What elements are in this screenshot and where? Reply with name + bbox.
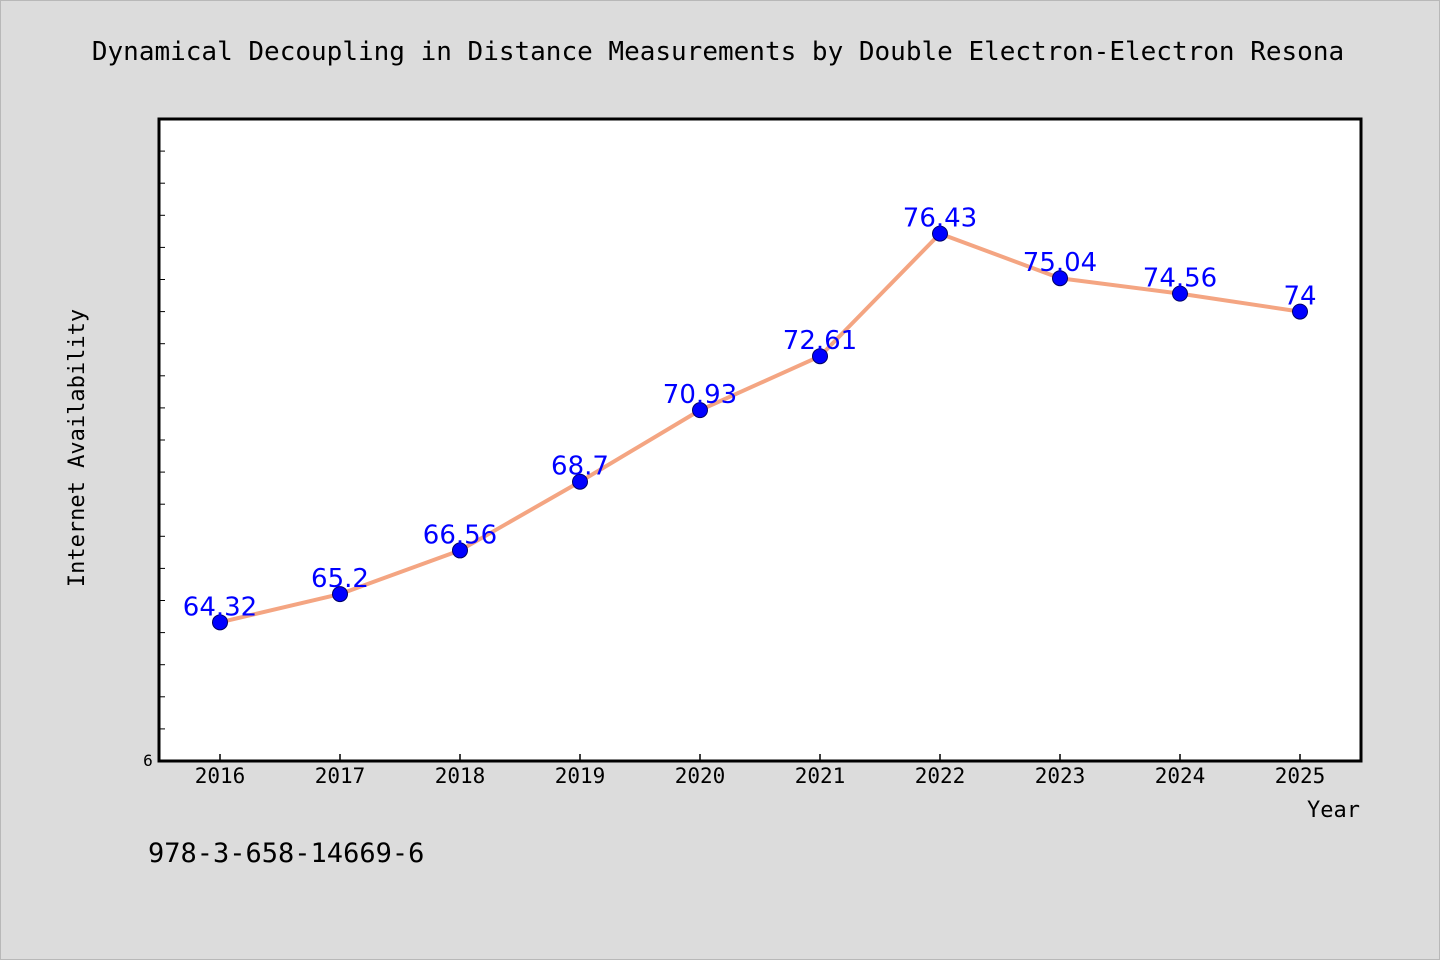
y-tick-label: 6	[143, 751, 153, 770]
data-label: 66.56	[423, 520, 497, 550]
x-tick-label: 2020	[675, 764, 726, 788]
data-label: 74	[1283, 282, 1316, 312]
data-label: 74.56	[1143, 264, 1217, 294]
data-point	[1172, 285, 1188, 302]
x-tick-label: 2025	[1275, 764, 1326, 788]
data-point	[1292, 303, 1308, 320]
x-axis-title: Year	[1307, 798, 1360, 823]
x-tick-label: 2016	[195, 764, 246, 788]
y-axis-ticks: 6	[143, 150, 165, 770]
chart-title: Dynamical Decoupling in Distance Measure…	[92, 37, 1344, 67]
data-label: 64.32	[183, 592, 257, 622]
isbn-footer: 978-3-658-14669-6	[148, 838, 424, 869]
data-label: 72.61	[783, 326, 857, 356]
x-tick-label: 2022	[915, 764, 966, 788]
data-point	[452, 542, 468, 559]
data-point	[692, 402, 708, 419]
x-tick-label: 2023	[1035, 764, 1086, 788]
data-point	[212, 614, 228, 631]
data-point	[932, 225, 948, 242]
data-label: 75.04	[1023, 248, 1097, 278]
series-line-group: 64.32 65.2 66.56 68.7 70.93 72.61 76.43 75.04 74…	[183, 204, 1317, 631]
series-line	[219, 231, 1301, 625]
y-axis-title: Internet Availability	[65, 309, 90, 587]
x-axis-ticks: 2016 2017 2018 2019 2020 2021 2022 2023 2024 2025	[195, 754, 1326, 788]
x-tick-label: 2021	[795, 764, 846, 788]
x-tick-label: 2024	[1155, 764, 1206, 788]
data-label: 76.43	[903, 204, 977, 234]
data-point	[812, 348, 828, 365]
x-tick-label: 2017	[315, 764, 366, 788]
data-label: 65.2	[311, 564, 369, 594]
data-point	[332, 586, 348, 603]
data-point	[572, 473, 588, 490]
x-tick-label: 2019	[555, 764, 606, 788]
x-tick-label: 2018	[435, 764, 486, 788]
data-label: 70.93	[663, 380, 737, 410]
plot-area	[157, 117, 1363, 763]
data-point	[1052, 270, 1068, 287]
data-label: 68.7	[551, 452, 609, 482]
